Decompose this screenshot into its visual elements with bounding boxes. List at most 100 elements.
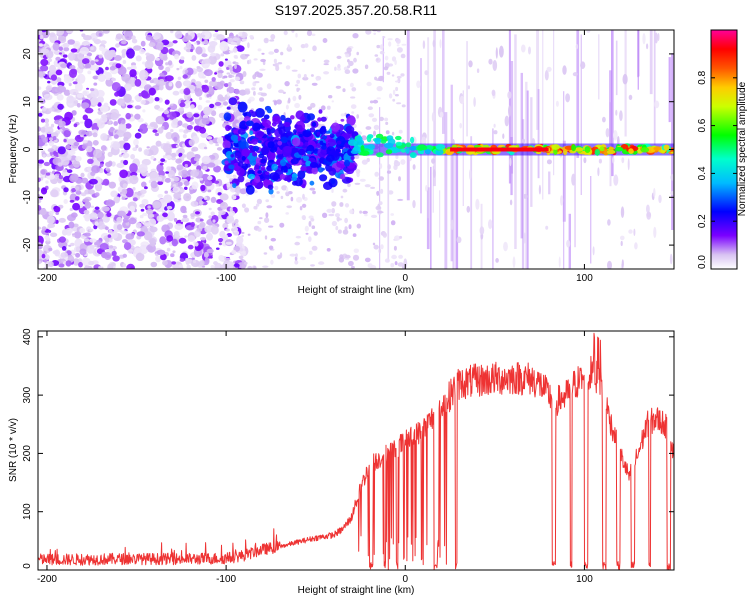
heatmap-band-point xyxy=(283,121,291,128)
heatmap-noise-point xyxy=(90,60,95,66)
heatmap-band-point xyxy=(320,116,327,122)
y-tick-label: 400 xyxy=(22,328,33,345)
heatmap-noise-point xyxy=(184,186,188,190)
heatmap-noise-point xyxy=(77,52,84,60)
heatmap-noise-point xyxy=(170,129,174,133)
heatmap-noise-point xyxy=(491,89,496,97)
heatmap-noise-point xyxy=(138,163,148,173)
heatmap-noise-point xyxy=(70,212,78,218)
heatmap-streak xyxy=(382,36,384,83)
heatmap-noise-point xyxy=(238,255,244,260)
heatmap-noise-point xyxy=(575,43,579,50)
heatmap-noise-point xyxy=(139,244,149,255)
heatmap-noise-point xyxy=(634,242,638,250)
heatmap-noise-point xyxy=(323,63,329,66)
heatmap-band-point xyxy=(237,101,248,113)
heatmap-noise-point xyxy=(546,159,552,165)
heatmap-noise-point xyxy=(367,106,373,110)
heatmap-noise-point xyxy=(200,236,206,241)
heatmap-noise-point xyxy=(93,82,98,86)
heatmap-noise-point xyxy=(194,157,198,161)
heatmap-noise-point xyxy=(152,201,162,209)
heatmap-noise-point xyxy=(310,218,315,222)
chart-title: S197.2025.357.20.58.R11 xyxy=(275,2,438,18)
heatmap-noise-point xyxy=(459,95,464,105)
heatmap-noise-point xyxy=(164,99,170,105)
heatmap-noise-point xyxy=(170,152,177,158)
heatmap-noise-point xyxy=(204,79,209,84)
heatmap-noise-point xyxy=(72,258,80,266)
heatmap-noise-point xyxy=(120,149,126,153)
heatmap-noise-point xyxy=(395,154,399,160)
heatmap-noise-point xyxy=(72,202,81,211)
heatmap-noise-point xyxy=(114,91,120,97)
heatmap-noise-point xyxy=(97,73,106,83)
heatmap-noise-point xyxy=(374,54,379,57)
heatmap-noise-point xyxy=(100,40,107,45)
x-tick-label: -100 xyxy=(216,574,236,585)
tone-line-point xyxy=(375,133,384,140)
heatmap-noise-point xyxy=(39,34,44,40)
heatmap-band-point xyxy=(225,124,231,132)
heatmap-band-point xyxy=(261,119,272,128)
heatmap-noise-point xyxy=(342,229,349,235)
heatmap-noise-point xyxy=(44,259,47,263)
heatmap-noise-point xyxy=(226,72,231,75)
heatmap-noise-point xyxy=(47,223,55,229)
heatmap-noise-point xyxy=(91,165,100,174)
heatmap-noise-point xyxy=(148,42,156,47)
heatmap-noise-point xyxy=(86,87,90,90)
heatmap-noise-point xyxy=(312,190,316,195)
heatmap-noise-point xyxy=(56,173,60,176)
heatmap-noise-point xyxy=(646,204,650,214)
heatmap-noise-point xyxy=(134,79,142,87)
heatmap-noise-point xyxy=(507,91,512,99)
heatmap-noise-point xyxy=(44,126,54,135)
heatmap-noise-point xyxy=(280,51,284,56)
heatmap-noise-point xyxy=(284,81,290,87)
heatmap-noise-point xyxy=(196,84,201,89)
heatmap-noise-point xyxy=(344,203,350,208)
heatmap-noise-point xyxy=(86,52,93,57)
heatmap-noise-point xyxy=(157,193,164,198)
heatmap-noise-point xyxy=(270,194,275,198)
colorbar-tick-label: 0.0 xyxy=(697,255,708,269)
heatmap-noise-point xyxy=(247,233,251,236)
heatmap-noise-point xyxy=(87,70,92,75)
heatmap-noise-point xyxy=(395,80,400,83)
heatmap-noise-point xyxy=(285,65,291,70)
heatmap-noise-point xyxy=(239,188,248,195)
heatmap-noise-point xyxy=(351,111,355,114)
tone-line-point xyxy=(574,147,584,152)
heatmap-streak xyxy=(432,166,434,213)
heatmap-noise-point xyxy=(56,94,64,101)
heatmap-noise-point xyxy=(339,202,344,207)
heatmap-noise-point xyxy=(387,38,393,41)
heatmap-noise-point xyxy=(285,104,289,110)
heatmap-noise-point xyxy=(242,31,246,38)
heatmap-noise-point xyxy=(523,193,528,199)
heatmap-noise-point xyxy=(48,210,54,217)
tone-line-point xyxy=(400,148,406,153)
heatmap-noise-point xyxy=(331,207,336,214)
heatmap-noise-point xyxy=(231,75,235,78)
heatmap-noise-point xyxy=(154,104,161,110)
heatmap-noise-point xyxy=(364,64,369,70)
heatmap-noise-point xyxy=(239,248,244,252)
heatmap-noise-point xyxy=(392,98,396,102)
heatmap-noise-point xyxy=(128,217,137,225)
heatmap-noise-point xyxy=(373,32,377,35)
heatmap-noise-point xyxy=(94,206,100,210)
heatmap-noise-point xyxy=(352,233,357,238)
heatmap-noise-point xyxy=(82,144,87,150)
heatmap-noise-point xyxy=(97,211,104,219)
heatmap-noise-point xyxy=(359,210,362,214)
heatmap-noise-point xyxy=(162,55,168,61)
snr-y-ticks: 0 100 200 300 400 xyxy=(22,328,674,571)
heatmap-noise-point xyxy=(90,97,99,106)
heatmap-noise-point xyxy=(233,263,240,268)
heatmap-noise-point xyxy=(545,225,549,230)
heatmap-noise-point xyxy=(285,191,290,197)
heatmap-noise-point xyxy=(69,65,76,70)
